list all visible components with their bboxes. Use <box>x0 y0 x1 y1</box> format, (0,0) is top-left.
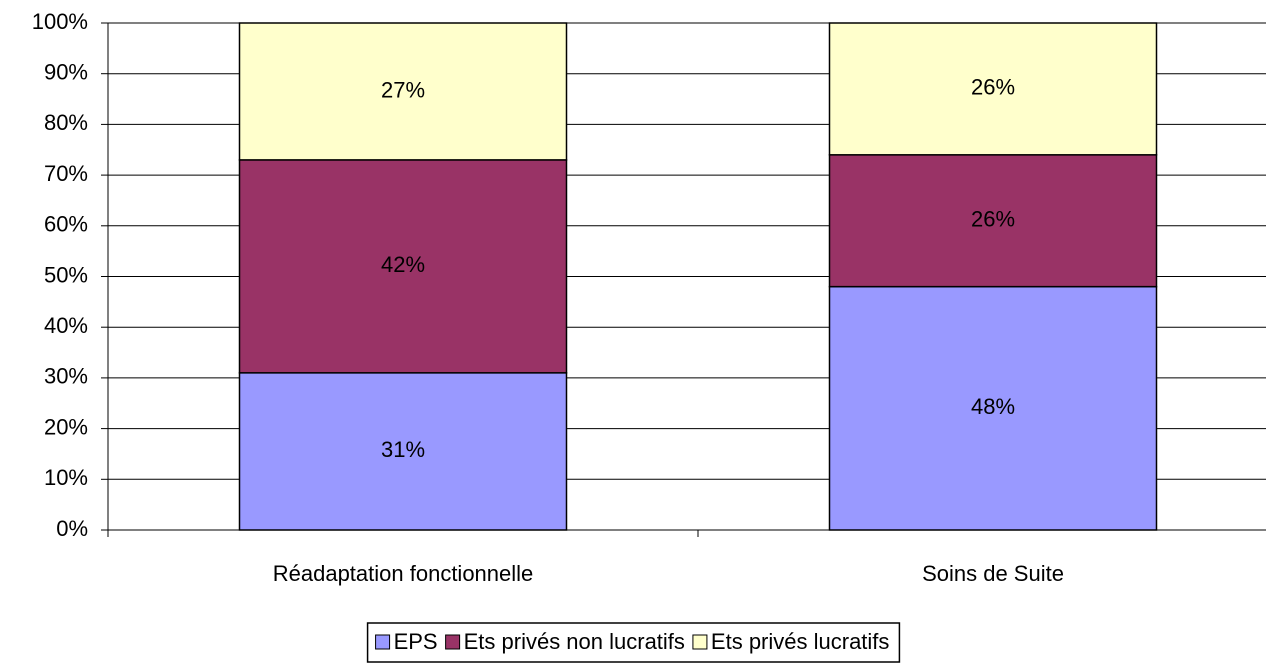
y-tick-label: 70% <box>44 161 88 186</box>
legend-swatch <box>692 634 708 650</box>
bar-segment <box>238 159 568 374</box>
data-label: 27% <box>381 77 425 102</box>
legend-label: EPS <box>394 629 438 654</box>
y-tick-label: 50% <box>44 262 88 287</box>
legend: EPS Ets privés non lucratifs Ets privés lu… <box>366 622 901 663</box>
y-tick-label: 80% <box>44 110 88 135</box>
y-tick-label: 100% <box>32 9 88 34</box>
data-label: 26% <box>971 75 1015 100</box>
bar-segment <box>828 154 1158 288</box>
x-tick-label: Soins de Suite <box>922 561 1064 586</box>
data-label: 31% <box>381 437 425 462</box>
x-tick-label: Réadaptation fonctionnelle <box>273 561 534 586</box>
y-tick-label: 60% <box>44 212 88 237</box>
y-tick-label: 20% <box>44 414 88 439</box>
y-tick-label: 40% <box>44 313 88 338</box>
legend-label: Ets privés lucratifs <box>711 629 890 654</box>
data-label: 26% <box>971 207 1015 232</box>
bar-segment <box>828 285 1158 531</box>
y-tick-label: 90% <box>44 60 88 85</box>
y-tick-label: 0% <box>56 516 88 541</box>
legend-label: Ets privés non lucratifs <box>464 629 685 654</box>
bar-segment <box>828 22 1158 156</box>
bar-segment <box>238 372 568 531</box>
legend-swatch <box>375 634 391 650</box>
data-label: 48% <box>971 394 1015 419</box>
legend-swatch <box>445 634 461 650</box>
y-tick-label: 30% <box>44 364 88 389</box>
data-label: 42% <box>381 252 425 277</box>
bar-segment <box>238 22 568 161</box>
y-tick-label: 10% <box>44 465 88 490</box>
